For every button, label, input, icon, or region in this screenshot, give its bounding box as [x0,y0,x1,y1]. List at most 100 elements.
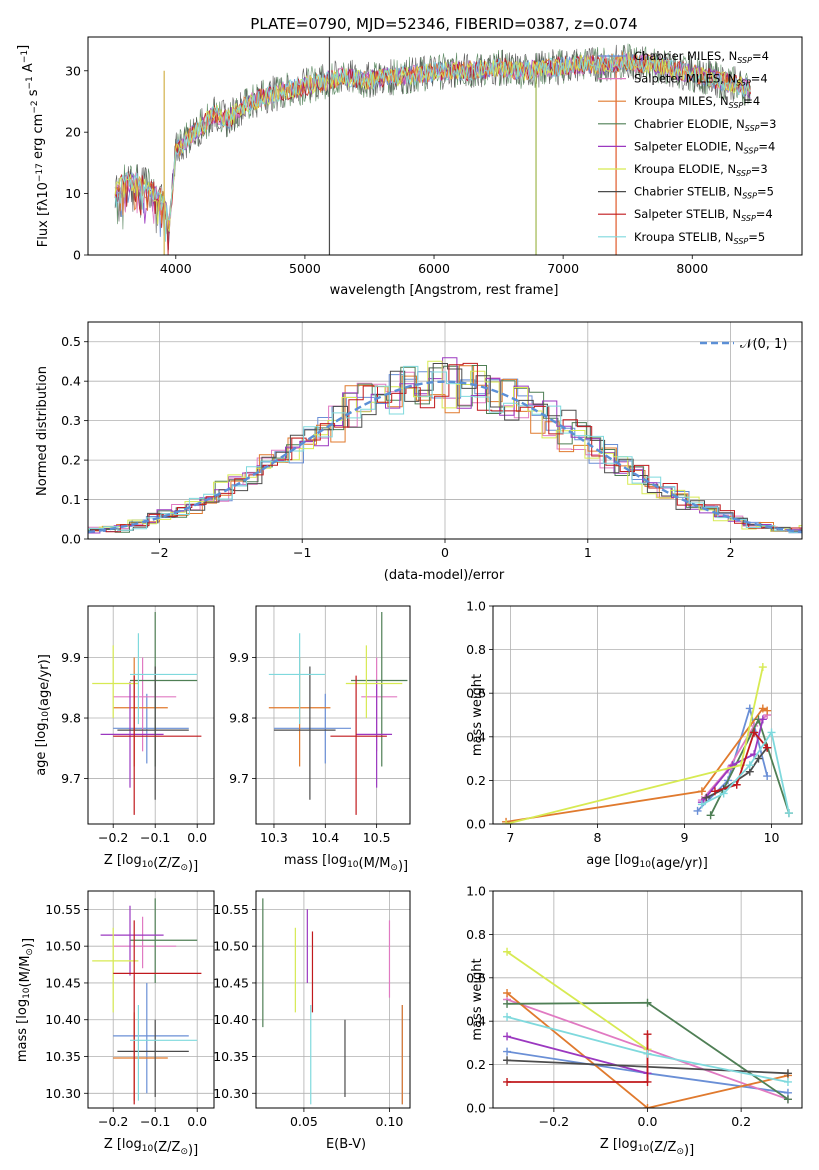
marker-salpeter-elodie [758,715,767,724]
y-tick-label: 10.50 [45,939,81,954]
y-tick-label: 10.35 [213,1049,249,1064]
x-tick-label: 10.4 [311,830,339,845]
y-tick-label: 20 [65,125,81,140]
marker-kroupa-elodie [758,663,767,672]
spectrum-salpeter-stelib [114,54,751,255]
y-tick-label: 0.1 [61,492,81,507]
marker-salpeter-stelib [732,780,741,789]
axes-frame [87,605,215,825]
spectrum-kroupa-stelib [114,51,751,242]
y-tick-label: 10.35 [45,1049,81,1064]
axes-frame [87,890,215,1109]
legend-label-chabrier-stelib: Chabrier STELIB, NSSP=5 [634,185,774,201]
y-tick-label: 9.9 [229,650,249,665]
p2-xlabel: mass [log10(M/M⊙)] [284,853,408,874]
x-tick-label: −0.2 [539,1114,569,1129]
line-chabrier-miles [696,705,769,812]
legend-label-kroupa-stelib: Kroupa STELIB, NSSP=5 [634,230,765,246]
p4-plot [88,891,214,1108]
gaussian-curve [88,380,802,534]
marker-kroupa-stelib [503,1012,512,1021]
marker-chabrier-stelib [702,793,711,802]
y-tick-label: 0.0 [61,532,81,547]
y-tick-label: 0.2 [61,453,81,468]
x-tick-label: 9 [681,830,689,845]
x-tick-label: −0.1 [140,1114,170,1129]
y-tick-label: 9.9 [61,650,81,665]
marker-salpeter-stelib [643,1030,652,1039]
spectrum-xlabel: wavelength [Angstrom, rest frame] [330,283,559,298]
marker-salpeter-stelib [763,743,772,752]
p4-ylabel: mass [log10(M/M⊙)] [15,938,36,1062]
y-tick-label: 0.6 [466,970,486,985]
y-tick-label: 10.55 [45,902,81,917]
marker-salpeter-stelib [643,1077,652,1086]
x-tick-label: 0.0 [187,1114,207,1129]
x-tick-label: 0.0 [187,830,207,845]
y-tick-label: 0.0 [466,1101,486,1116]
legend-gaussian-label: 𝒩(0, 1) [740,337,787,352]
y-tick-label: 0.2 [466,1057,486,1072]
histogram-kroupa-stelib [88,365,802,533]
marker-kroupa-stelib [643,1049,652,1058]
marker-chabrier-miles [503,1047,512,1056]
marker-kroupa-elodie [503,947,512,956]
p4-xlabel: Z [log10(Z/Z⊙)] [104,1137,198,1158]
y-tick-label: 10.30 [213,1086,249,1101]
spectrum-plot [114,37,751,255]
p5-plot [256,891,410,1108]
marker-kroupa-miles [503,988,512,997]
x-tick-label: 10 [764,830,780,845]
legend-label-chabrier-miles: Chabrier MILES, NSSP=4 [634,49,769,65]
marker-chabrier-elodie [706,811,715,820]
marker-chabrier-miles [745,704,754,713]
y-tick-label: 9.7 [229,771,249,786]
x-tick-label: 2 [727,545,735,560]
marker-chabrier-elodie [783,1095,792,1104]
marker-salpeter-stelib [750,728,759,737]
p2-plot [256,606,410,824]
x-tick-label: −0.2 [98,830,128,845]
y-tick-label: 0.6 [466,686,486,701]
y-tick-label: 1.0 [466,599,486,614]
line-salpeter-miles [701,714,768,801]
legend-label-kroupa-elodie: Kroupa ELODIE, NSSP=3 [634,162,768,178]
y-tick-label: 0.2 [466,773,486,788]
y-tick-label: 9.7 [61,771,81,786]
marker-chabrier-elodie [643,998,652,1007]
marker-chabrier-stelib [783,1069,792,1078]
marker-kroupa-stelib [719,789,728,798]
x-tick-label: 10.5 [363,830,391,845]
marker-salpeter-elodie [503,1032,512,1041]
axes-frame [492,890,803,1109]
legend-label-chabrier-elodie: Chabrier ELODIE, NSSP=3 [634,117,776,133]
p3-ylabel: mass weight [470,674,485,756]
y-tick-label: 0.8 [466,642,486,657]
marker-kroupa-miles [758,704,767,713]
marker-chabrier-miles [693,806,702,815]
x-tick-label: 8 [593,830,601,845]
line-kroupa-miles [506,992,789,1108]
x-tick-label: 1 [584,545,592,560]
y-tick-label: 0.5 [61,334,81,349]
residual-ylabel: Normed distribution [35,366,50,496]
p1-xlabel: Z [log10(Z/Z⊙)] [104,853,198,874]
marker-kroupa-miles [763,706,772,715]
axes-frame [492,605,803,825]
y-tick-label: 9.8 [61,711,81,726]
x-tick-label: 4000 [160,261,192,276]
y-tick-label: 30 [65,63,81,78]
histogram-chabrier-stelib [88,363,802,533]
p6-plot [493,891,802,1108]
x-tick-label: 0.05 [290,1114,318,1129]
x-tick-label: −0.2 [98,1114,128,1129]
p6-xlabel: Z [log10(Z/Z⊙)] [600,1137,694,1158]
x-tick-label: 0.10 [376,1114,404,1129]
marker-kroupa-stelib [745,761,754,770]
x-tick-label: 10.3 [260,830,288,845]
y-tick-label: 0.4 [61,374,81,389]
y-tick-label: 10.55 [213,902,249,917]
histogram-kroupa-elodie [88,360,802,532]
marker-kroupa-stelib [767,728,776,737]
